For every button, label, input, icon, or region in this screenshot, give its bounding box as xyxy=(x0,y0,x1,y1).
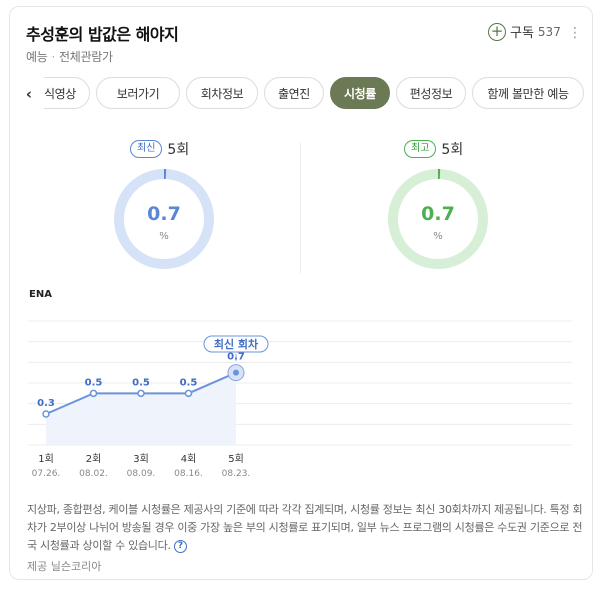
data-label: 0.3 xyxy=(37,398,55,409)
ratings-disclaimer: 지상파, 종합편성, 케이블 시청률은 제공사의 기준에 따라 각각 집계되며,… xyxy=(27,501,583,555)
series-area xyxy=(46,372,236,445)
data-point xyxy=(184,389,193,398)
tab-episodes[interactable]: 회차정보 xyxy=(186,77,258,109)
tab-ratings[interactable]: 시청률 xyxy=(330,77,390,109)
subscribe-label: 구독 xyxy=(510,26,534,41)
rating-card: 추성훈의 밥값은 해야지 예능 · 전체관람가 + 구독 537 ⋮ ‹ 식영상 보… xyxy=(9,6,593,580)
separator-dot: · xyxy=(51,50,55,64)
data-source: 제공 닐슨코리아 xyxy=(27,560,102,573)
latest-rating-gauge: 0.7 % xyxy=(112,167,216,271)
latest-rating-unit: % xyxy=(159,231,169,242)
latest-episode: 5회 xyxy=(167,142,190,158)
latest-header: 최신 5회 xyxy=(130,139,189,159)
best-rating-gauge: 0.7 % xyxy=(386,167,490,271)
best-header: 최고 5회 xyxy=(404,139,463,159)
tab-scroll-area: 식영상 보러가기 회차정보 출연진 시청률 편성정보 함께 볼만한 예능 xyxy=(44,77,584,111)
tab-schedule[interactable]: 편성정보 xyxy=(396,77,466,109)
age-rating-label: 전체관람가 xyxy=(59,50,113,64)
ratings-chart-svg: 최신 회차 0.3 1회 07.26. 0.5 2회 08.02. 0.5 3회 08.09. 0.… xyxy=(28,320,572,479)
tab-clip-video[interactable]: 식영상 xyxy=(44,77,90,109)
tab-cast[interactable]: 출연진 xyxy=(264,77,324,109)
data-point xyxy=(137,389,145,398)
channel-label: ENA xyxy=(29,289,52,300)
x-tick-date: 08.02. xyxy=(79,469,108,479)
tab-watch[interactable]: 보러가기 xyxy=(96,77,180,109)
best-rating-unit: % xyxy=(433,231,443,242)
gauge-divider xyxy=(300,143,301,273)
highlight-label: 최신 회차 xyxy=(214,337,259,351)
best-badge: 최고 xyxy=(404,140,437,158)
latest-gauge-fill xyxy=(114,169,214,269)
help-icon[interactable]: ? xyxy=(173,539,187,553)
more-options-icon[interactable]: ⋮ xyxy=(568,25,582,41)
chevron-left-icon[interactable]: ‹ xyxy=(18,83,40,105)
data-label: 0.5 xyxy=(85,377,103,388)
subscribe-count: 537 xyxy=(537,24,561,39)
tab-similar-shows[interactable]: 함께 볼만한 예능 xyxy=(472,77,584,109)
x-tick-label: 4회 xyxy=(181,453,197,465)
ratings-line-chart: 최신 회차 0.3 1회 07.26. 0.5 2회 08.02. 0.5 3회 08.09. 0.… xyxy=(10,307,592,487)
best-rating-value: 0.7 xyxy=(421,203,455,225)
x-tick-date: 08.09. xyxy=(127,469,156,479)
genre-label: 예능 xyxy=(26,50,48,64)
x-tick-date: 08.23. xyxy=(222,469,251,479)
data-point xyxy=(233,369,239,376)
data-label: 0.5 xyxy=(180,377,198,388)
latest-rating-value: 0.7 xyxy=(147,203,181,225)
x-tick-label: 5회 xyxy=(228,453,244,465)
highlight-badge xyxy=(203,335,269,353)
program-title[interactable]: 추성훈의 밥값은 해야지 xyxy=(26,25,179,44)
data-point xyxy=(42,410,50,418)
data-label: 0.5 xyxy=(132,377,150,388)
subscribe-button[interactable]: + 구독 537 xyxy=(488,22,561,41)
data-label: 0.7 xyxy=(227,352,245,363)
x-tick-label: 2회 xyxy=(86,453,102,465)
x-tick-date: 07.26. xyxy=(32,469,61,479)
tab-bar: ‹ 식영상 보러가기 회차정보 출연진 시청률 편성정보 함께 볼만한 예능 xyxy=(10,77,592,111)
x-tick-label: 1회 xyxy=(38,453,54,465)
x-tick-date: 08.16. xyxy=(174,469,203,479)
best-episode: 5회 xyxy=(441,142,464,158)
latest-badge: 최신 xyxy=(130,140,163,158)
disclaimer-text: 지상파, 종합편성, 케이블 시청률은 제공사의 기준에 따라 각각 집계되며,… xyxy=(27,503,583,552)
data-point xyxy=(89,389,98,398)
x-tick-label: 3회 xyxy=(133,453,149,465)
plus-icon: + xyxy=(488,22,506,41)
program-meta: 예능 · 전체관람가 xyxy=(26,48,113,65)
best-gauge-fill xyxy=(388,169,488,269)
